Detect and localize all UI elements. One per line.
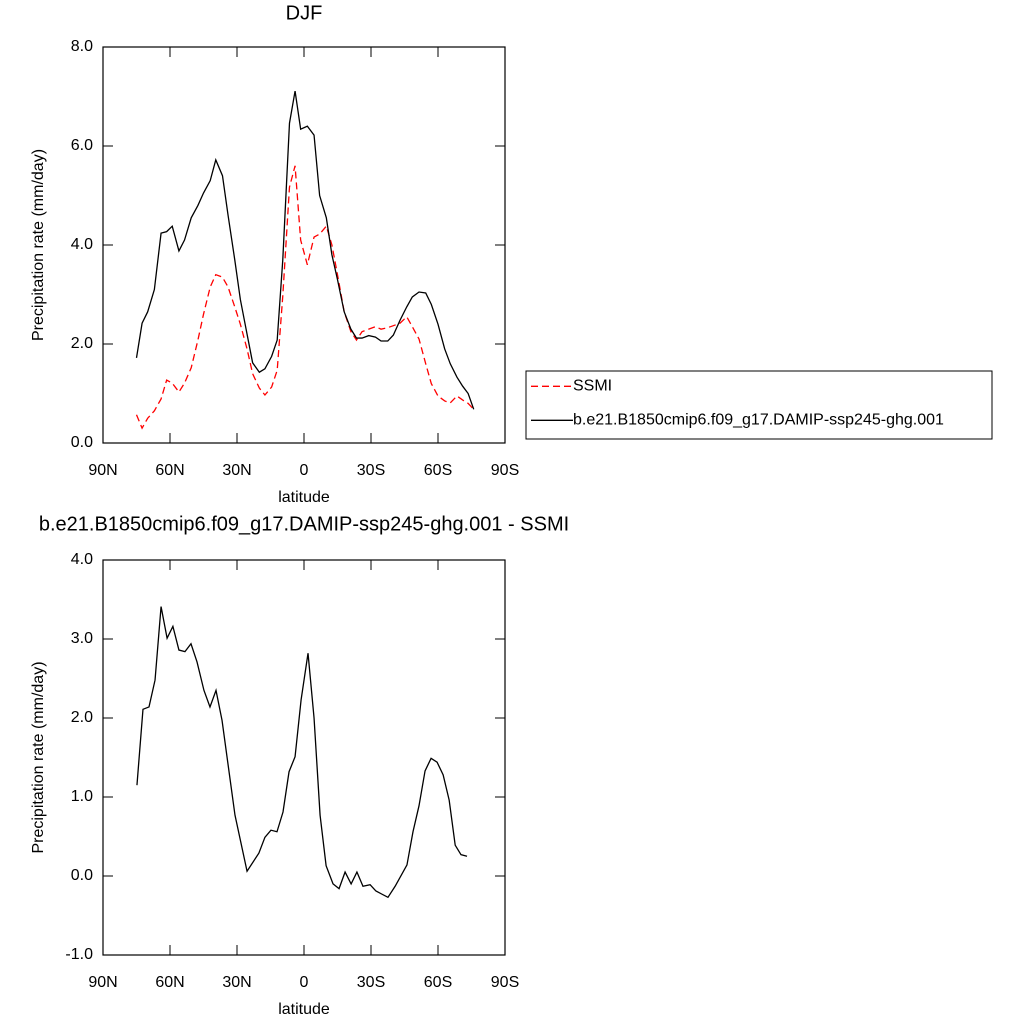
y-tick-label: 6.0	[71, 137, 93, 154]
x-tick-label: 30S	[357, 974, 385, 991]
y-tick-label: 4.0	[71, 551, 93, 568]
x-tick-label: 90N	[88, 974, 117, 991]
x-tick-label: 0	[300, 974, 309, 991]
plot-frame	[102, 559, 506, 956]
y-tick-label: 0.0	[71, 434, 93, 451]
plot-frame	[102, 46, 506, 444]
x-tick-label: 30N	[222, 462, 251, 479]
x-tick-label: 60S	[424, 974, 452, 991]
y-tick-label: 2.0	[71, 709, 93, 726]
x-tick-label: 30S	[357, 462, 385, 479]
x-tick-label: 60N	[155, 974, 184, 991]
x-tick-label: 90S	[491, 974, 519, 991]
legend-box	[525, 370, 993, 440]
legend-label: b.e21.B1850cmip6.f09_g17.DAMIP-ssp245-gh…	[573, 412, 944, 429]
chart-title: b.e21.B1850cmip6.f09_g17.DAMIP-ssp245-gh…	[39, 513, 569, 535]
data-line	[135, 165, 475, 430]
data-line	[135, 90, 475, 410]
y-tick-label: 2.0	[71, 335, 93, 352]
y-tick-label: 3.0	[71, 630, 93, 647]
y-tick-label: 4.0	[71, 236, 93, 253]
x-axis-label: latitude	[278, 489, 330, 506]
chart-title: DJF	[286, 2, 323, 24]
y-axis-label: Precipitation rate (mm/day)	[30, 661, 47, 853]
x-axis-label: latitude	[278, 1001, 330, 1018]
x-tick-label: 90S	[491, 462, 519, 479]
y-axis-label: Precipitation rate (mm/day)	[30, 149, 47, 341]
x-tick-label: 30N	[222, 974, 251, 991]
y-tick-label: 0.0	[71, 867, 93, 884]
y-tick-label: -1.0	[65, 946, 93, 963]
legend-label: SSMI	[573, 378, 612, 395]
x-tick-label: 0	[300, 462, 309, 479]
y-tick-label: 8.0	[71, 38, 93, 55]
x-tick-label: 60N	[155, 462, 184, 479]
x-tick-label: 60S	[424, 462, 452, 479]
y-tick-label: 1.0	[71, 788, 93, 805]
data-line	[136, 606, 468, 899]
x-tick-label: 90N	[88, 462, 117, 479]
